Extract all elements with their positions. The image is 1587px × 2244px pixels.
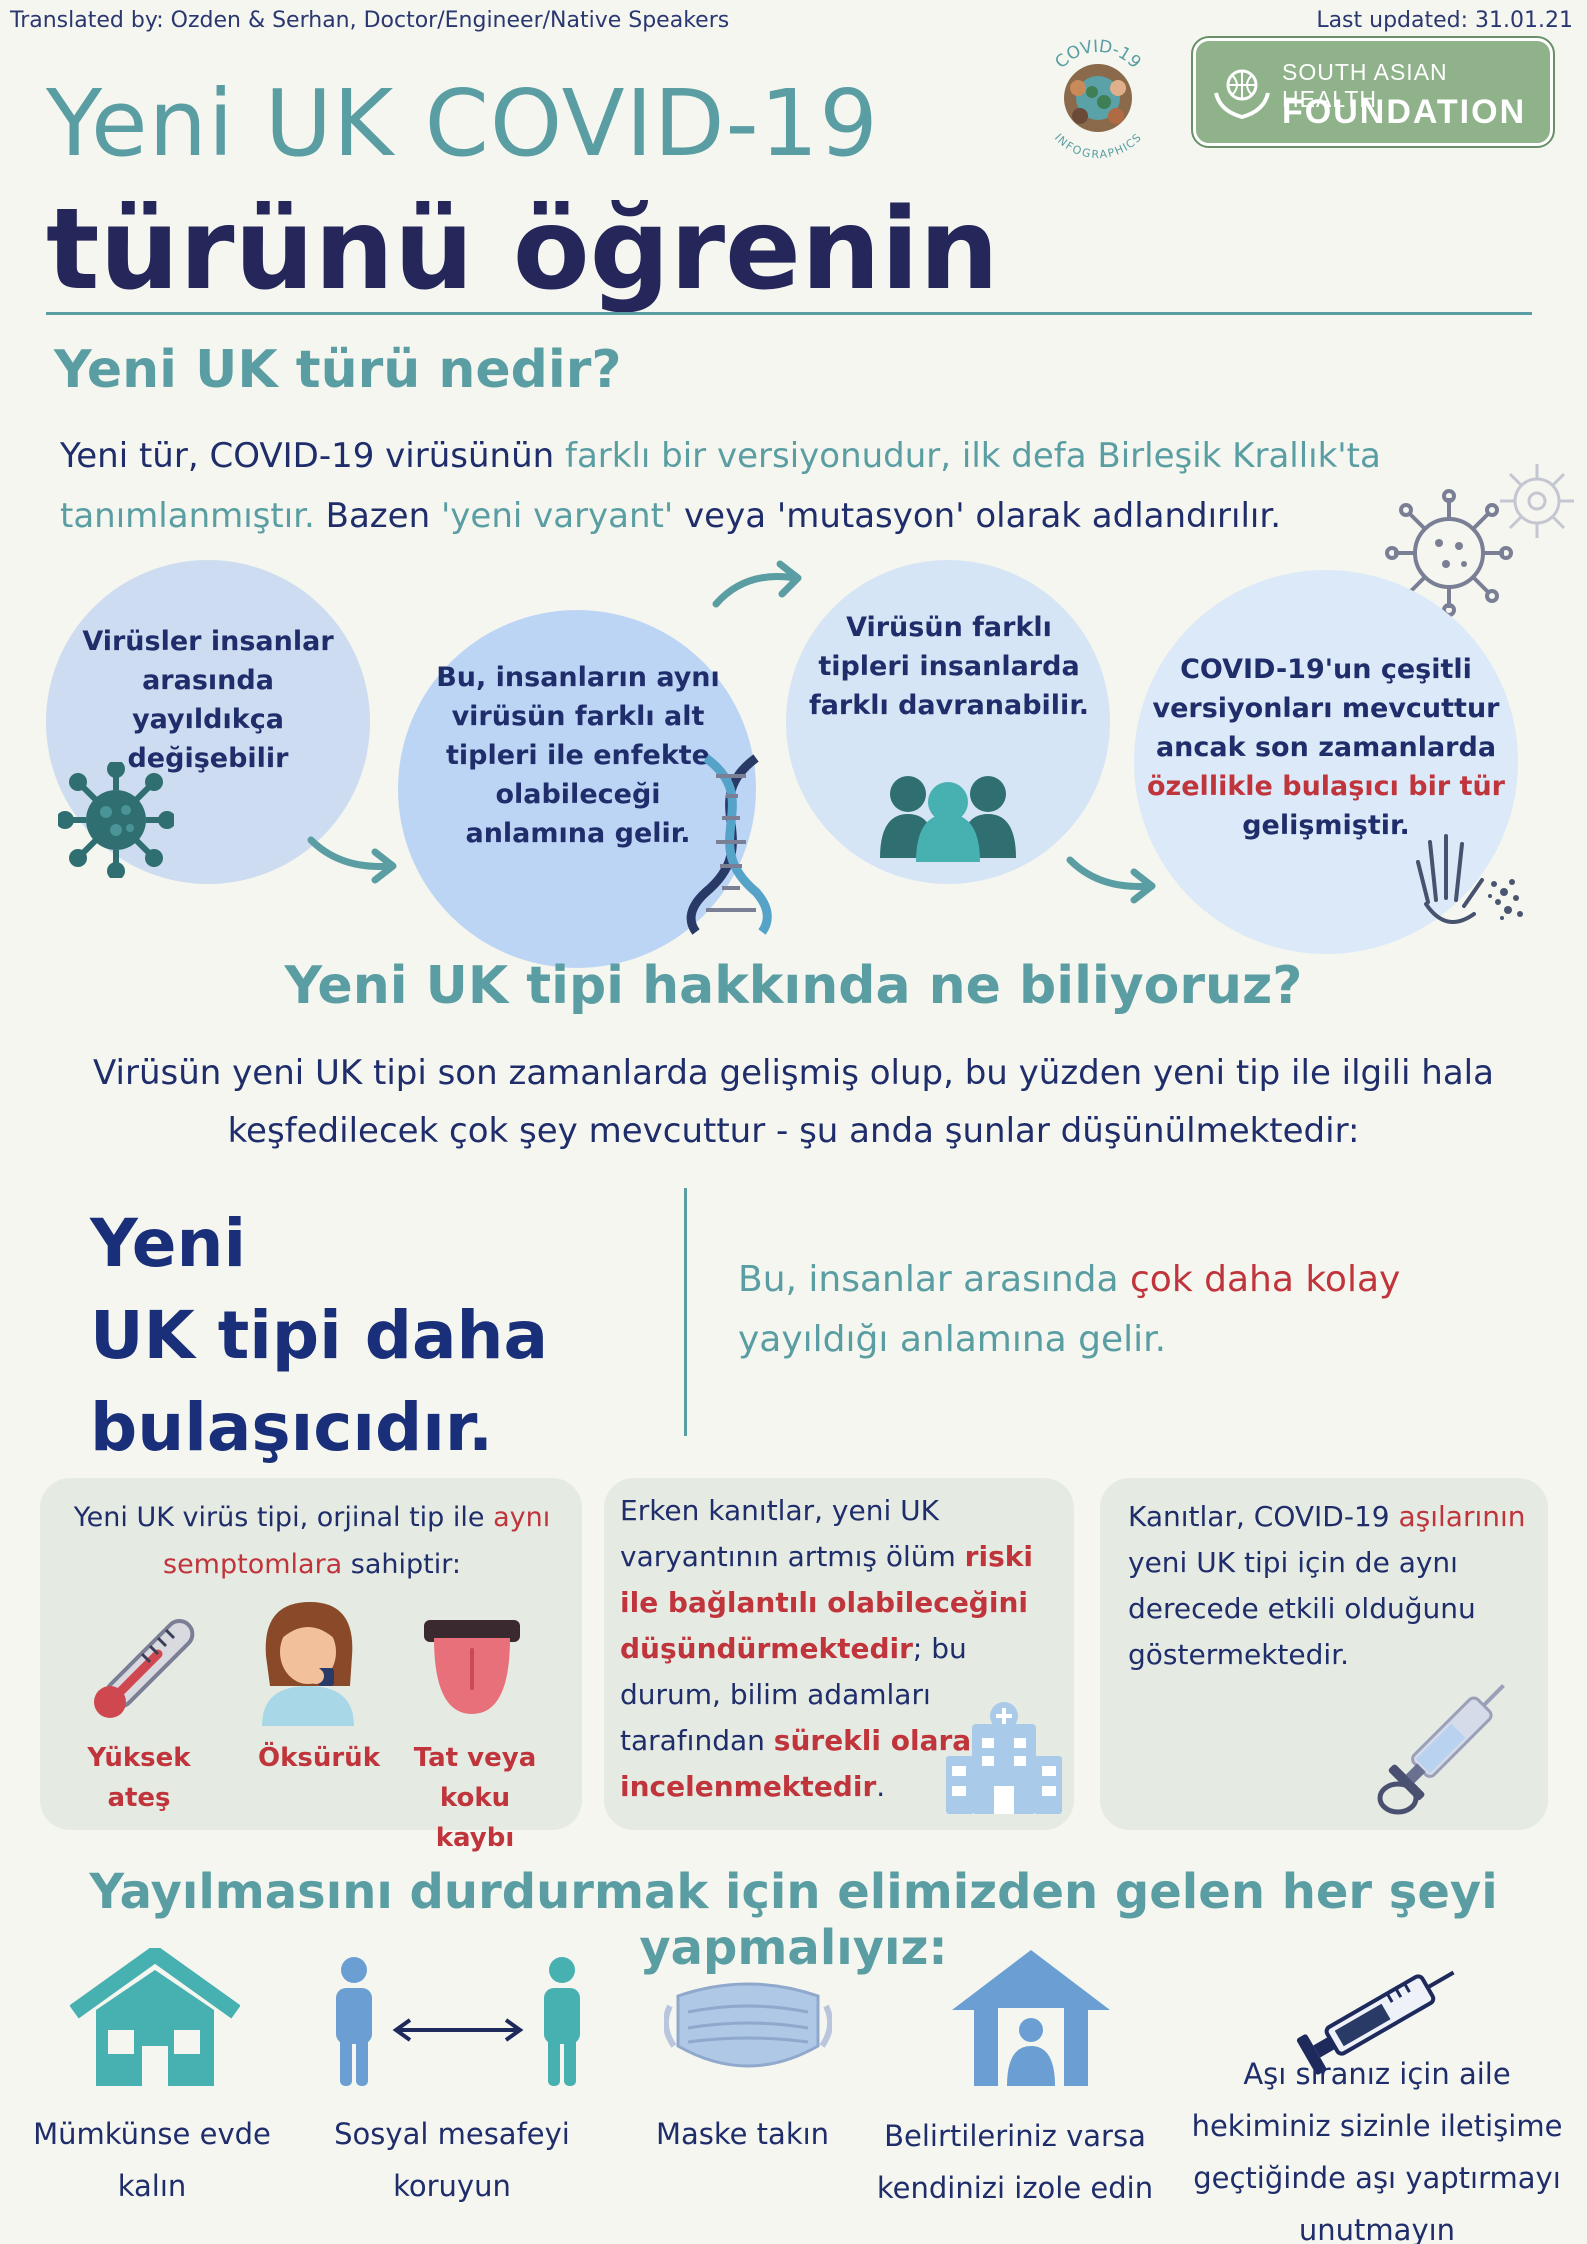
page-title-line1: Yeni UK COVID-19 — [46, 70, 879, 177]
know-paragraph: Virüsün yeni UK tipi son zamanlarda geli… — [93, 1053, 1494, 1151]
step-4-text: COVID-19'un çeşitli versiyonları mevcutt… — [1146, 654, 1505, 841]
org-name-line1: SOUTH ASIAN HEALTH — [1282, 59, 1448, 112]
symptoms-text: Yeni UK virüs tipi, orjinal tip ile aynı… — [73, 1502, 551, 1580]
tongue-icon — [424, 1620, 520, 1714]
action-stay-home-label: Mümkünse evde kalın — [33, 2117, 271, 2203]
action-wear-mask-label: Maske takın — [655, 2117, 830, 2151]
action-self-isolate-label: Belirtileriniz varsa kendinizi izole edi… — [876, 2119, 1154, 2205]
hand-virus-icon — [1416, 834, 1523, 924]
what-paragraph: Yeni tür, COVID-19 virüsünün farklı bir … — [60, 436, 1381, 536]
last-updated: Last updated: 31.01.21 — [1316, 8, 1573, 33]
section-heading-what: Yeni UK türü nedir? — [54, 340, 622, 400]
claim-divider — [684, 1188, 687, 1436]
arrow-icon — [1066, 856, 1156, 904]
step-2-text: Bu, insanların aynı virüsün farklı alt t… — [436, 662, 720, 849]
claim-explanation: Bu, insanlar arasında çok daha kolay yay… — [738, 1259, 1401, 1360]
self-isolate-house-icon — [952, 1950, 1110, 2086]
step-circle-4 — [1134, 570, 1518, 954]
action-get-vaccinated-label: Aşı sıranız için aile hekiminiz sizinle … — [1191, 2057, 1563, 2244]
arrow-icon — [307, 836, 397, 884]
hospital-icon — [946, 1702, 1062, 1814]
org-name-line2: FOUNDATION — [1282, 93, 1527, 131]
arrow-icon — [712, 560, 802, 608]
syringe-icon — [1377, 1684, 1505, 1815]
key-claim: Yeni UK tipi daha bulaşıcıdır. — [90, 1205, 549, 1466]
face-mask-icon — [664, 1982, 832, 2068]
vaccine-syringe-icon — [1296, 1970, 1455, 2075]
symptom-cough-label: Öksürük — [257, 1743, 380, 1773]
south-asian-health-foundation-logo: SOUTH ASIAN HEALTH FOUNDATION — [1191, 36, 1555, 148]
thermometer-icon — [94, 1619, 195, 1718]
svg-text:INFOGRAPHICS: INFOGRAPHICS — [1052, 131, 1144, 161]
symptom-fever-label: Yüksek ateş — [87, 1743, 191, 1813]
step-1-text: Virüsler insanlar arasında yayıldıkça de… — [82, 626, 334, 774]
page-title-line2: türünü öğrenin — [46, 185, 999, 315]
mortality-text: Erken kanıtlar, yeni UK varyantının artm… — [620, 1494, 1033, 1803]
dna-icon — [686, 754, 772, 935]
step-3-text: Virüsün farklı tipleri insanlarda farklı… — [808, 612, 1090, 721]
covid-infographics-badge: COVID-19 INFOGRAPHICS — [1051, 37, 1144, 161]
action-social-distance-label: Sosyal mesafeyi koruyun — [334, 2117, 570, 2203]
badge-bottom-text: INFOGRAPHICS — [1052, 131, 1144, 161]
vaccine-text: Kanıtlar, COVID-19 aşılarının yeni UK ti… — [1128, 1500, 1526, 1671]
translation-credit: Translated by: Ozden & Serhan, Doctor/En… — [10, 8, 730, 33]
social-distance-icon — [336, 1957, 580, 2086]
section-heading-know: Yeni UK tipi hakkında ne biliyoruz? — [284, 956, 1303, 1016]
symptom-taste-label: Tat veya koku kaybı — [413, 1743, 537, 1853]
house-icon — [70, 1948, 240, 2086]
virus-icon — [1385, 489, 1513, 617]
title-divider — [46, 312, 1532, 315]
virus-outline-icon — [1500, 464, 1574, 538]
coronavirus-icon — [58, 762, 174, 878]
section-heading-stop: Yayılmasını durdurmak için elimizden gel… — [89, 1864, 1498, 1976]
coughing-person-icon — [262, 1602, 354, 1726]
vaccine-card — [1100, 1478, 1548, 1830]
people-group-icon — [880, 776, 1016, 862]
hands-globe-icon — [1214, 69, 1270, 120]
